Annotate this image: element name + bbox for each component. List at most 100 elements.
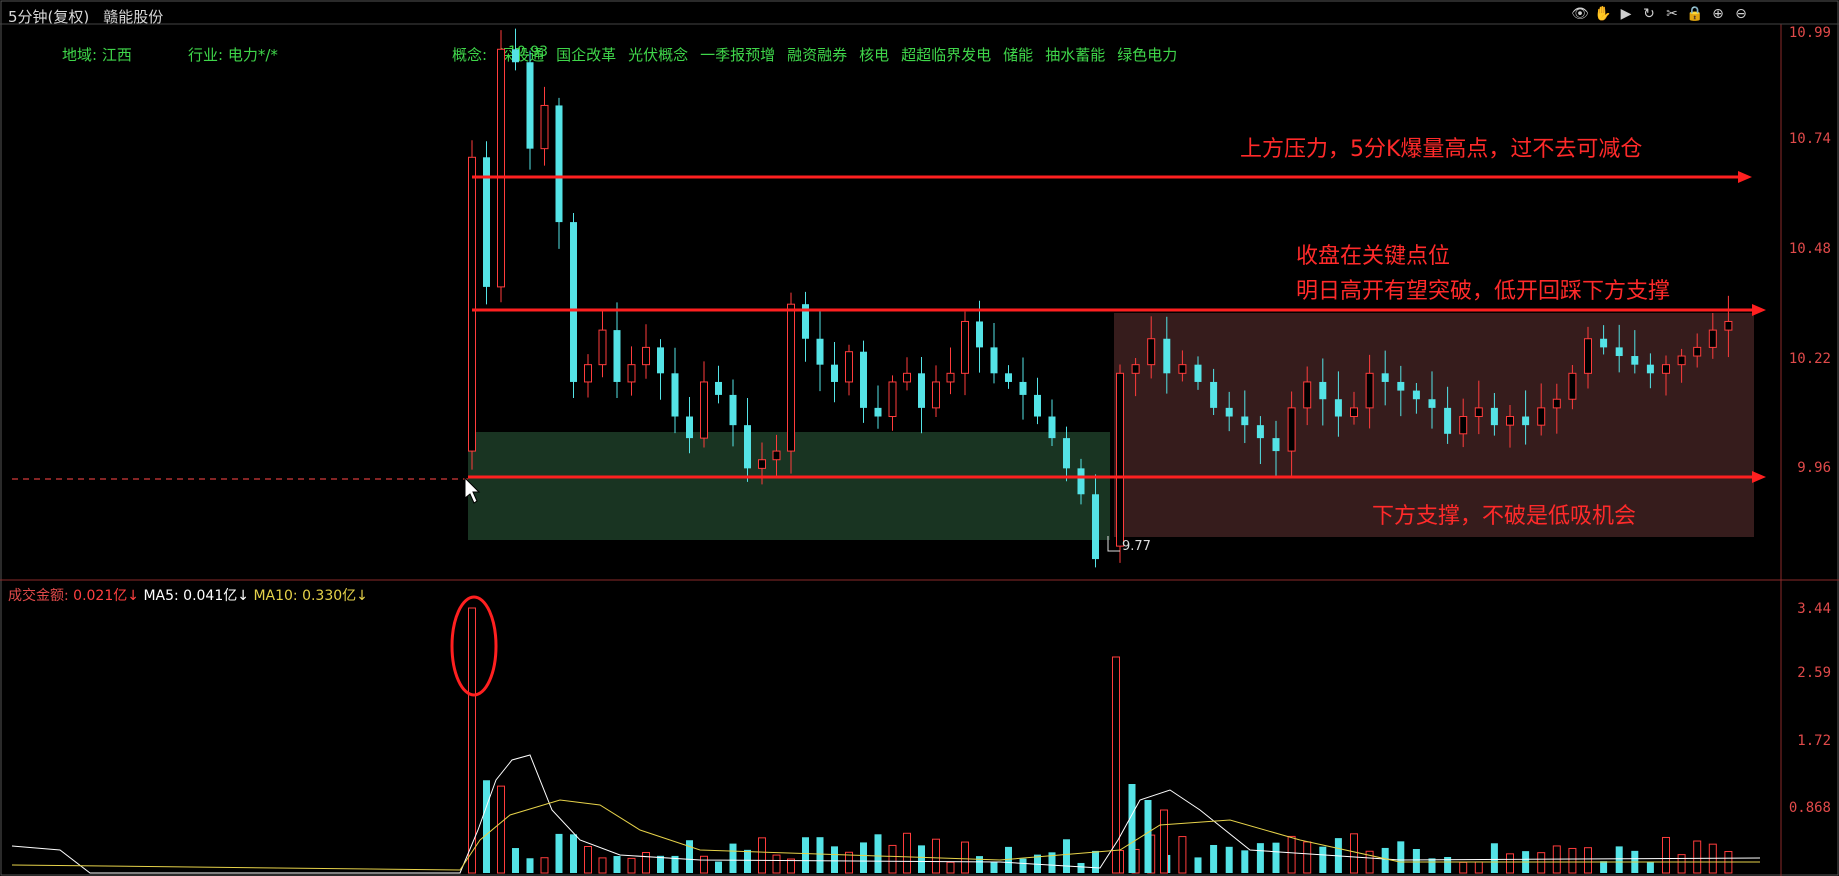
scissors-icon[interactable]: ✂	[1666, 6, 1678, 22]
concept-list: 概念: 深股通 国企改革 光伏概念 一季报预增 融资融券 核电 超超临界发电 储…	[452, 44, 1177, 65]
candle-body	[1506, 416, 1514, 426]
price-tick: 10.99	[1788, 25, 1831, 41]
ma10-line	[11, 799, 1760, 871]
volume-bar	[903, 832, 911, 874]
concept-tag[interactable]: 抽水蓄能	[1045, 46, 1106, 64]
volume-bar	[772, 854, 781, 874]
concept-tag[interactable]: 深股通	[499, 46, 545, 64]
volume-bar	[700, 855, 708, 874]
volume-bar	[497, 785, 505, 874]
volume-bar	[1490, 843, 1498, 873]
candle-body	[715, 381, 722, 395]
candle-body	[831, 364, 838, 382]
candle-body	[1063, 438, 1070, 469]
candle-body	[1428, 399, 1436, 408]
candle-body	[1490, 407, 1498, 426]
concept-tag[interactable]: 超超临界发电	[901, 46, 992, 64]
volume-bar	[932, 838, 940, 874]
volume-bar	[613, 856, 621, 873]
chart-toolbar: 👁 ✋ ▶ ↻ ✂ 🔒 ⊕ ⊖	[1570, 4, 1751, 24]
candle-body	[888, 381, 897, 418]
eye-icon[interactable]: 👁	[1571, 6, 1589, 22]
volume-bar	[888, 844, 897, 874]
candle-body	[1334, 399, 1342, 417]
volume-spike-circle	[450, 595, 498, 697]
play-icon[interactable]: ▶	[1620, 6, 1632, 22]
volume-bar	[1584, 847, 1592, 874]
volume-bar	[744, 849, 751, 873]
volume-bar	[831, 846, 838, 873]
volume-bar	[483, 780, 490, 873]
candle-body	[860, 351, 867, 408]
amount-label: 成交金额:	[8, 588, 69, 604]
volume-bar	[729, 843, 737, 873]
candle-body	[1319, 381, 1327, 400]
volume-bar	[1241, 850, 1249, 873]
candle-body	[1005, 373, 1012, 382]
volume-bar	[1063, 839, 1070, 873]
volume-bar	[512, 848, 519, 873]
volume-bar	[1677, 854, 1686, 874]
ma-lines-group	[11, 754, 1761, 874]
concept-tag[interactable]: 核电	[859, 46, 890, 64]
volume-bar	[1474, 861, 1483, 874]
lock-icon[interactable]: 🔒	[1686, 6, 1704, 22]
volume-bar	[1092, 850, 1099, 873]
candle-body	[1034, 394, 1041, 417]
candles-group	[468, 28, 1733, 568]
volume-tick: 3.44	[1797, 601, 1831, 617]
volume-bars-group	[468, 607, 1733, 874]
candle-body	[1537, 407, 1546, 426]
volume-bar	[1077, 862, 1085, 873]
amount-value: 0.021亿↓	[73, 588, 139, 604]
concept-tag[interactable]: 一季报预增	[700, 46, 776, 64]
ma10-value: 0.330亿↓	[302, 588, 368, 604]
zoom-out-icon[interactable]: ⊖	[1735, 6, 1747, 22]
candle-body	[990, 347, 998, 374]
refresh-icon[interactable]: ↻	[1643, 6, 1655, 22]
candle-body	[627, 364, 636, 383]
consolidation-zone	[1114, 313, 1754, 537]
candle-body	[758, 459, 766, 469]
candle-body	[903, 372, 911, 383]
volume-bar	[1303, 841, 1312, 874]
candle-body	[540, 104, 549, 150]
support-annotation: 下方支撑，不破是低吸机会	[1372, 504, 1637, 529]
candle-body	[642, 346, 650, 366]
concept-tag[interactable]: 绿色电力	[1117, 46, 1178, 64]
candle-body	[1693, 346, 1702, 357]
volume-tick: 2.59	[1797, 665, 1831, 681]
concept-tag[interactable]: 光伏概念	[628, 46, 689, 64]
candle-body	[1522, 416, 1530, 426]
key-level-arrow-icon	[1752, 304, 1766, 316]
concept-tag[interactable]: 储能	[1003, 46, 1034, 64]
candle-body	[1019, 381, 1027, 395]
volume-bar	[946, 861, 955, 874]
hand-icon[interactable]: ✋	[1594, 6, 1612, 22]
candle-body	[1116, 372, 1124, 547]
period-label[interactable]: 5分钟(复权)	[8, 8, 90, 26]
volume-bar	[671, 855, 679, 873]
candle-body	[570, 222, 577, 382]
candle-body	[1092, 494, 1099, 560]
concept-tag[interactable]: 国企改革	[556, 46, 617, 64]
candle-body	[1178, 364, 1187, 374]
mouse-cursor-icon	[464, 476, 481, 504]
zoom-in-icon[interactable]: ⊕	[1712, 6, 1724, 22]
volume-bar	[1693, 840, 1702, 874]
volume-bar	[860, 842, 867, 873]
candle-body	[1662, 364, 1670, 374]
volume-bar	[1256, 843, 1264, 873]
volume-bar	[1225, 846, 1233, 873]
volume-bar	[1397, 841, 1405, 873]
candle-body	[874, 407, 882, 417]
candle-body	[772, 450, 781, 461]
volume-bar	[642, 851, 650, 874]
volume-bar	[1048, 852, 1056, 873]
concept-tag[interactable]: 融资融券	[787, 46, 848, 64]
candle-body	[976, 321, 983, 348]
candle-body	[918, 373, 925, 408]
volume-bar	[787, 858, 795, 874]
